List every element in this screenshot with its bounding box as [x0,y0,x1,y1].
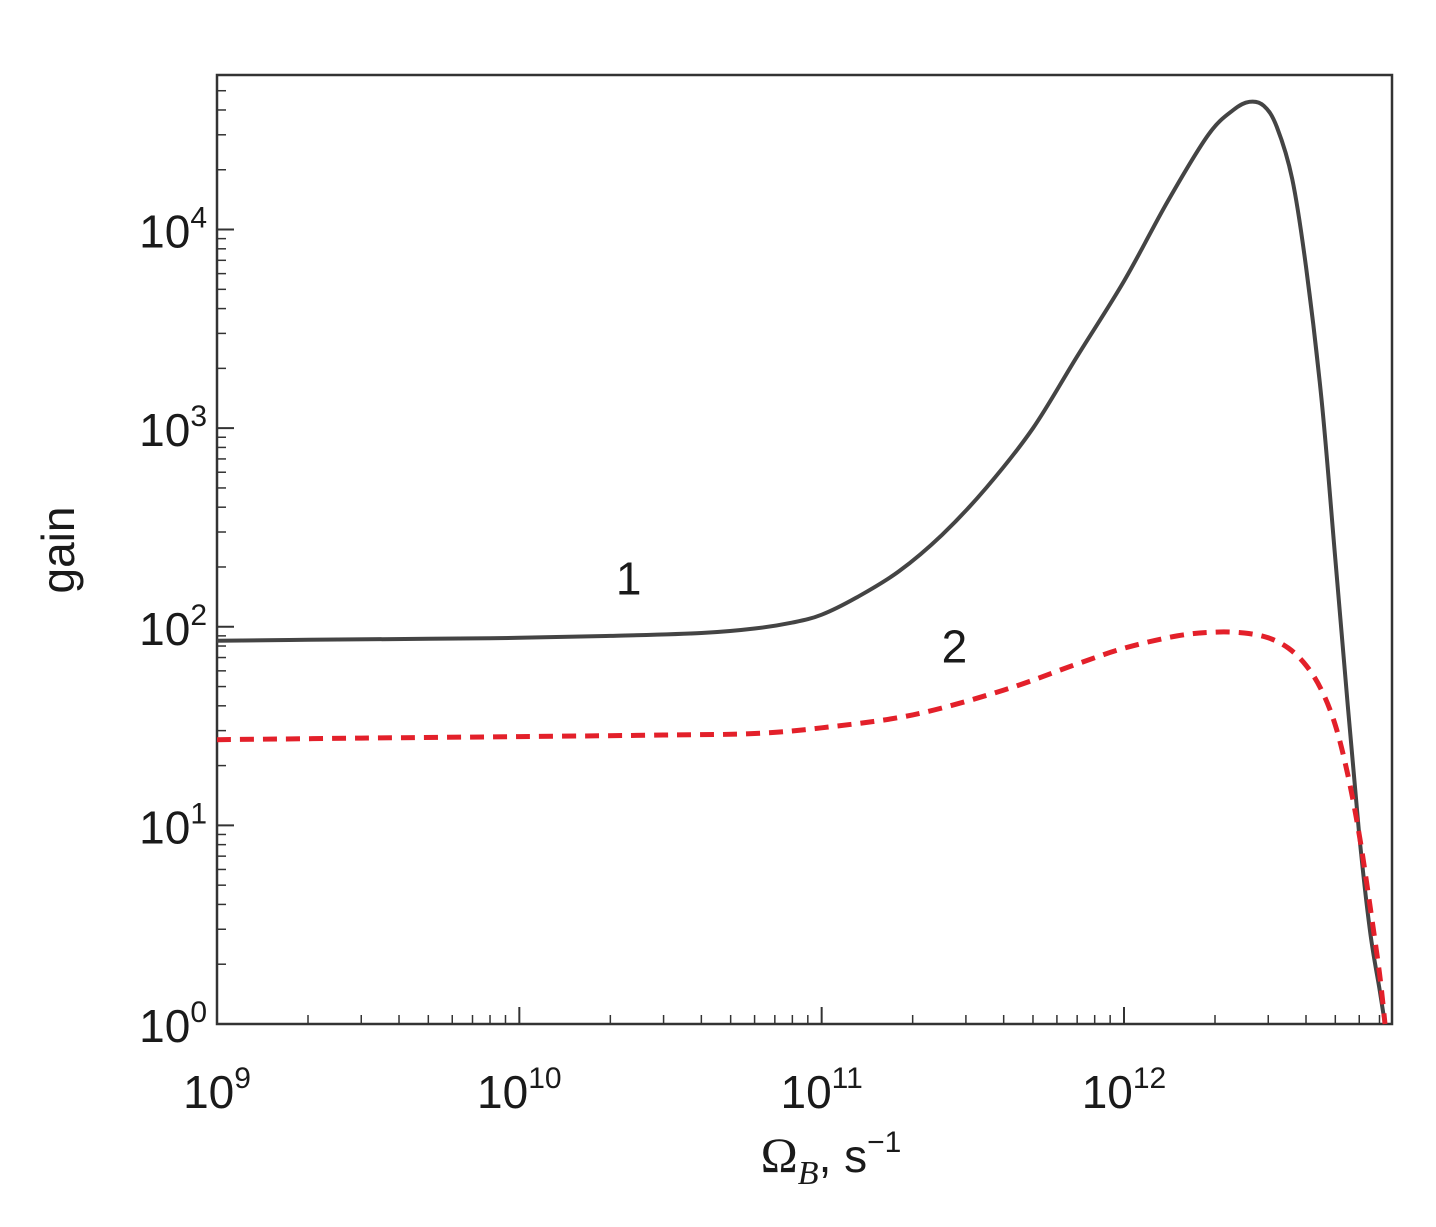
y-tick-label: 102 [139,599,207,655]
series-line-2 [216,629,1388,1025]
y-tick-label: 101 [139,797,207,853]
x-tick-label: 1012 [1082,1062,1167,1118]
x-axis-unit: , s [819,1130,868,1182]
series-group [216,99,1388,1025]
x-axis-subscript: B [798,1155,819,1192]
series-line-1 [216,99,1387,1025]
x-tick-label: 1010 [477,1062,562,1118]
curve-label-1: 1 [616,553,642,605]
x-tick-label: 109 [183,1062,251,1118]
y-tick-labels: 100 101 102 103 104 [139,202,207,1052]
x-axis-unit-exponent: −1 [867,1126,901,1159]
x-tick-labels: 109 1010 1011 1012 [183,1062,1166,1118]
x-axis-label: ΩB, s−1 [761,1126,902,1192]
major-ticks [216,228,1125,1025]
x-axis-symbol: Ω [761,1127,798,1183]
y-axis-label: gain [32,507,84,594]
minor-ticks [217,89,1381,1024]
x-tick-label: 1011 [780,1062,862,1118]
curve-labels: 12 [616,553,967,673]
plot-frame [215,73,1394,1026]
y-tick-label: 104 [139,202,207,258]
curve-label-2: 2 [942,621,968,673]
y-tick-label: 103 [139,400,207,456]
y-tick-label: 100 [139,996,207,1052]
